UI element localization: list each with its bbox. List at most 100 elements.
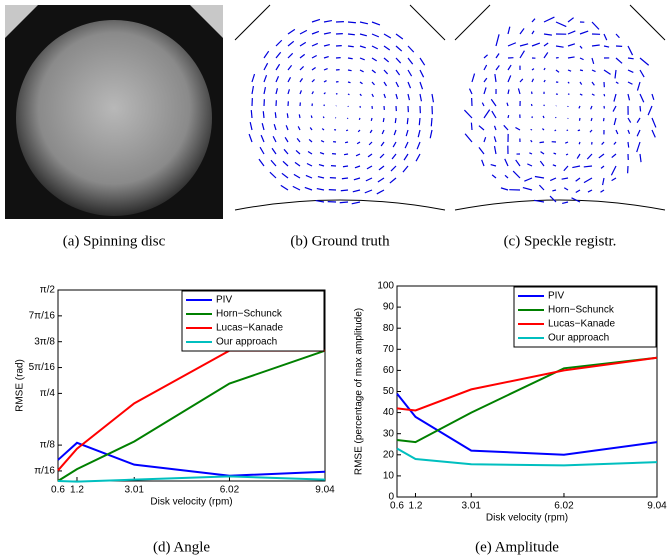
arrow	[636, 129, 641, 137]
arrow	[319, 151, 325, 155]
x-tick-label: 0.6	[390, 501, 404, 512]
arrow	[419, 57, 426, 66]
arrow	[308, 139, 313, 143]
arrow	[371, 33, 380, 38]
legend-label: Our approach	[216, 337, 277, 348]
arrow	[491, 110, 497, 119]
arrow	[583, 165, 593, 168]
arrow	[651, 93, 655, 100]
y-tick-label: π/16	[34, 466, 55, 477]
arrow	[306, 162, 313, 167]
x-tick-label: 1.2	[409, 501, 423, 512]
series-line	[57, 349, 325, 472]
panel-edge	[234, 199, 446, 211]
arrow	[613, 117, 617, 126]
arrow	[311, 79, 315, 83]
arrow	[651, 117, 657, 128]
y-tick-label: 90	[383, 302, 395, 313]
arrow	[403, 153, 409, 161]
x-tick-label: 6.02	[220, 485, 240, 496]
arrow	[299, 90, 302, 95]
arrow	[323, 43, 330, 47]
arrow	[507, 26, 511, 35]
arrow	[481, 102, 485, 107]
arrow	[299, 53, 306, 59]
arrow	[395, 45, 403, 52]
arrow	[579, 69, 584, 72]
arrow	[530, 128, 533, 131]
arrow	[636, 141, 641, 153]
arrow	[493, 136, 497, 143]
arrow	[407, 93, 411, 101]
y-axis-label: RMSE (rad)	[15, 359, 26, 412]
arrow	[263, 62, 269, 71]
arrow	[507, 89, 510, 95]
arrow	[323, 68, 328, 71]
arrow	[249, 121, 253, 131]
arrow	[615, 81, 619, 85]
arrow	[347, 57, 353, 60]
arrow	[287, 40, 295, 47]
disc	[16, 20, 212, 216]
arrow	[543, 42, 549, 47]
arrow	[651, 129, 656, 138]
arrow	[543, 33, 552, 36]
arrow	[417, 129, 421, 138]
arrow	[507, 114, 510, 119]
arrow	[298, 114, 301, 119]
arrow	[383, 33, 392, 39]
arrow	[566, 129, 569, 132]
arrow	[611, 153, 617, 159]
arrow	[531, 68, 535, 71]
arrow	[483, 54, 488, 59]
arrow	[583, 177, 593, 184]
arrow	[407, 81, 412, 89]
arrow	[567, 17, 574, 23]
arrow	[395, 69, 401, 76]
arrow	[627, 57, 634, 60]
arrow	[395, 93, 399, 100]
arrow	[381, 129, 385, 135]
arrow	[538, 184, 545, 191]
arrow	[603, 69, 611, 75]
arrow	[359, 69, 364, 73]
arrow	[339, 201, 349, 204]
arrow	[323, 92, 326, 95]
y-tick-label: π/8	[40, 440, 56, 451]
arrow	[406, 117, 409, 125]
arrow	[347, 93, 350, 96]
arrow	[553, 152, 557, 155]
arrow	[310, 115, 313, 119]
arrow	[248, 133, 253, 143]
arrow	[376, 189, 385, 195]
y-tick-label: 7π/16	[29, 310, 56, 321]
series-line	[57, 349, 326, 482]
arrow	[563, 165, 569, 172]
arrow	[274, 112, 277, 119]
arrow	[281, 172, 289, 179]
arrow	[275, 75, 280, 83]
arrow	[576, 153, 581, 159]
arrow	[522, 187, 533, 191]
arrow	[270, 159, 277, 167]
arrow	[578, 105, 581, 109]
arrow	[495, 53, 500, 59]
arrow	[415, 153, 421, 162]
arrow	[627, 141, 630, 148]
arrow	[311, 30, 320, 35]
series-line	[396, 447, 658, 467]
arrow	[519, 28, 525, 35]
arrow	[591, 44, 600, 47]
arrow	[356, 141, 361, 145]
plot-frame	[57, 289, 326, 482]
arrow	[575, 177, 581, 182]
arrow	[615, 33, 620, 39]
arrow	[524, 177, 533, 182]
arrow	[299, 78, 304, 83]
arrow	[575, 189, 581, 193]
legend-label: PIV	[216, 295, 232, 306]
arrow	[359, 33, 367, 37]
arrow	[543, 67, 546, 71]
arrow	[285, 125, 289, 131]
arrow	[359, 57, 365, 61]
